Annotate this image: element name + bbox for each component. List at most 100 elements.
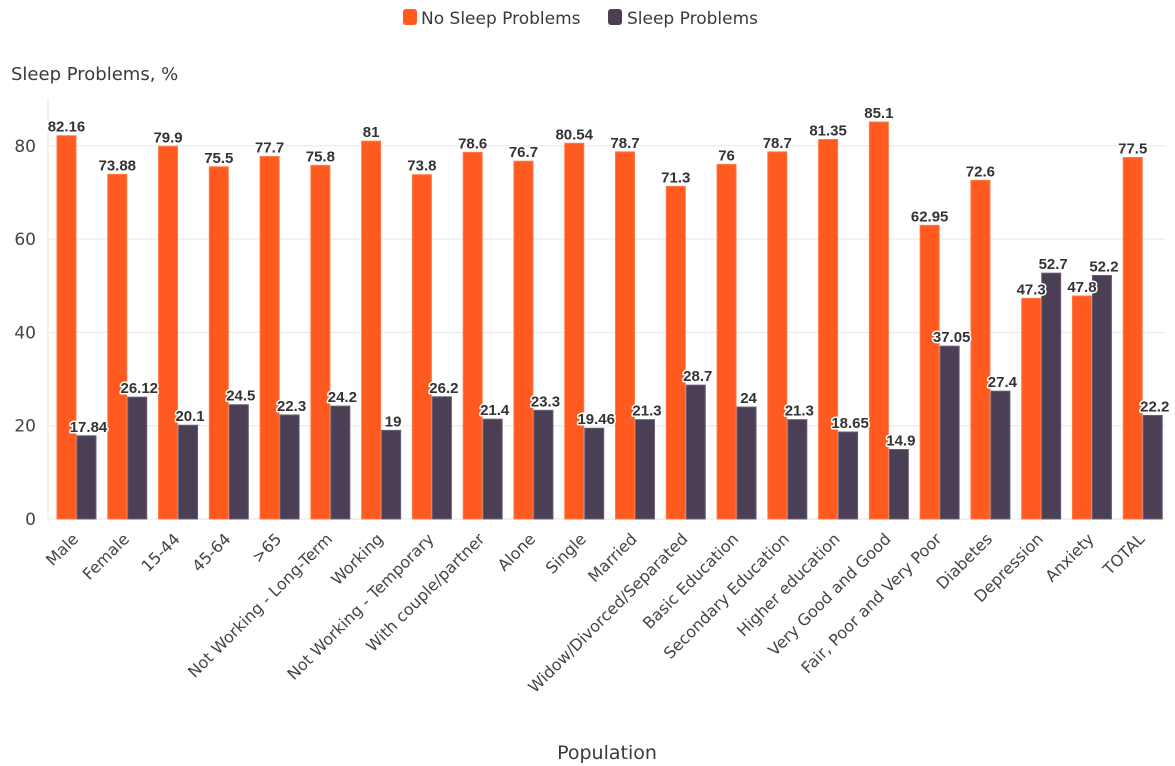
x-tick-label-65: >65 — [248, 529, 285, 566]
data-label-no-sleep-problems-married: 78.7 — [610, 135, 639, 152]
data-label-sleep-problems-secondary-education: 21.3 — [785, 403, 814, 420]
bar-no-sleep-problems-married — [615, 151, 635, 520]
data-label-no-sleep-problems-diabetes: 72.6 — [966, 163, 995, 180]
bar-no-sleep-problems-65 — [259, 156, 280, 520]
legend-label-sleep-problems: Sleep Problems — [627, 9, 758, 29]
x-tick-label-total: TOTAL — [1098, 529, 1148, 579]
data-label-sleep-problems-not-working-long-term: 24.2 — [328, 389, 357, 406]
bar-no-sleep-problems-widow-divorced-separated — [665, 185, 686, 520]
x-axis-title: Population — [557, 742, 657, 764]
bar-sleep-problems-not-working-long-term — [330, 405, 351, 520]
data-label-sleep-problems-with-couple-partner: 21.4 — [480, 402, 510, 419]
data-label-no-sleep-problems-widow-divorced-separated: 71.3 — [661, 169, 690, 186]
data-label-no-sleep-problems-alone: 76.7 — [509, 144, 538, 161]
bar-sleep-problems-not-working-temporary — [431, 396, 452, 520]
chart-legend: No Sleep Problems Sleep Problems — [403, 9, 758, 29]
data-label-no-sleep-problems-working: 81 — [363, 124, 380, 141]
y-tick-label-0: 0 — [25, 510, 36, 530]
bar-no-sleep-problems-not-working-long-term — [310, 164, 331, 520]
bar-sleep-problems-very-good-and-good — [888, 448, 909, 520]
data-label-sleep-problems-not-working-temporary: 26.2 — [429, 380, 458, 397]
x-tick-label-45-64: 45-64 — [188, 529, 234, 575]
data-label-no-sleep-problems-not-working-temporary: 73.8 — [407, 158, 436, 175]
data-label-sleep-problems-working: 19 — [385, 413, 402, 430]
legend-swatch-sleep-problems — [608, 9, 622, 25]
data-labels: 82.16 17.84 73.88 26.12 79.9 20.1 75.5 24.5 77.7… — [46, 104, 1171, 451]
bar-no-sleep-problems-working — [361, 140, 382, 520]
bar-sleep-problems-fair-poor-and-very-poor — [939, 345, 960, 520]
bar-sleep-problems-basic-education — [736, 406, 757, 520]
x-tick-label-male: Male — [42, 529, 82, 569]
data-label-sleep-problems-depression: 52.7 — [1039, 256, 1068, 273]
bar-sleep-problems-45-64 — [228, 404, 249, 520]
bar-no-sleep-problems-15-44 — [158, 145, 179, 520]
data-label-no-sleep-problems-female: 73.88 — [98, 157, 136, 174]
bar-sleep-problems-working — [381, 429, 402, 520]
bar-no-sleep-problems-single — [564, 142, 585, 520]
data-label-no-sleep-problems-depression: 47.3 — [1017, 281, 1046, 298]
data-label-no-sleep-problems-basic-education: 76 — [718, 147, 735, 164]
data-label-no-sleep-problems-fair-poor-and-very-poor: 62.95 — [911, 208, 949, 225]
bar-no-sleep-problems-basic-education — [716, 163, 737, 520]
bars — [56, 121, 1163, 520]
data-label-no-sleep-problems-very-good-and-good: 85.1 — [864, 105, 893, 122]
bar-sleep-problems-65 — [279, 414, 300, 520]
data-label-no-sleep-problems-anxiety: 47.8 — [1067, 279, 1096, 296]
data-label-no-sleep-problems-15-44: 79.9 — [153, 129, 182, 146]
data-label-sleep-problems-basic-education: 24 — [740, 390, 757, 407]
legend-label-no-sleep-problems: No Sleep Problems — [421, 9, 581, 29]
data-label-no-sleep-problems-not-working-long-term: 75.8 — [306, 148, 335, 165]
bar-sleep-problems-male — [76, 435, 97, 520]
bar-sleep-problems-higher-education — [838, 431, 859, 520]
bar-no-sleep-problems-anxiety — [1071, 295, 1092, 520]
y-axis-ticks: 0 20 40 60 80 — [14, 137, 36, 530]
bar-sleep-problems-with-couple-partner — [482, 418, 503, 520]
data-label-sleep-problems-total: 22.2 — [1140, 398, 1169, 415]
data-label-sleep-problems-fair-poor-and-very-poor: 37.05 — [933, 329, 971, 346]
bar-sleep-problems-diabetes — [990, 390, 1011, 520]
x-tick-label-alone: Alone — [494, 529, 539, 574]
bar-sleep-problems-secondary-education — [787, 419, 808, 520]
legend-swatch-no-sleep-problems — [403, 9, 417, 25]
data-label-sleep-problems-widow-divorced-separated: 28.7 — [683, 368, 712, 385]
y-tick-label-40: 40 — [14, 323, 36, 343]
x-tick-label-anxiety: Anxiety — [1041, 529, 1097, 585]
y-tick-label-20: 20 — [14, 417, 36, 437]
bar-no-sleep-problems-not-working-temporary — [411, 174, 432, 520]
data-label-sleep-problems-married: 21.3 — [632, 403, 661, 420]
data-label-no-sleep-problems-higher-education: 81.35 — [809, 123, 847, 140]
data-label-no-sleep-problems-45-64: 75.5 — [204, 150, 233, 167]
data-label-no-sleep-problems-total: 77.5 — [1118, 140, 1147, 157]
data-label-sleep-problems-alone: 23.3 — [531, 393, 560, 410]
bar-no-sleep-problems-diabetes — [970, 179, 991, 520]
bar-no-sleep-problems-higher-education — [818, 139, 839, 520]
bar-no-sleep-problems-with-couple-partner — [462, 151, 483, 520]
x-tick-label-female: Female — [79, 529, 133, 583]
bar-no-sleep-problems-total — [1122, 156, 1143, 520]
data-label-sleep-problems-15-44: 20.1 — [175, 408, 204, 425]
data-label-sleep-problems-female: 26.12 — [120, 380, 158, 397]
data-label-sleep-problems-diabetes: 27.4 — [988, 374, 1018, 391]
data-label-sleep-problems-single: 19.46 — [577, 411, 615, 428]
bar-sleep-problems-total — [1142, 414, 1163, 520]
bar-no-sleep-problems-depression — [1021, 297, 1042, 520]
bar-sleep-problems-female — [127, 396, 148, 520]
bar-no-sleep-problems-alone — [513, 160, 534, 520]
data-label-sleep-problems-male: 17.84 — [70, 419, 108, 436]
bar-sleep-problems-depression — [1041, 272, 1062, 520]
y-axis-title: Sleep Problems, % — [11, 64, 178, 85]
bar-sleep-problems-15-44 — [178, 424, 199, 520]
data-label-sleep-problems-anxiety: 52.2 — [1089, 258, 1118, 275]
bar-sleep-problems-alone — [533, 409, 554, 520]
bar-no-sleep-problems-fair-poor-and-very-poor — [919, 224, 940, 520]
x-tick-label-single: Single — [542, 529, 590, 577]
bar-no-sleep-problems-male — [56, 135, 77, 520]
bar-no-sleep-problems-45-64 — [208, 166, 229, 520]
y-tick-label-80: 80 — [14, 137, 36, 157]
bar-sleep-problems-widow-divorced-separated — [685, 384, 706, 520]
bar-sleep-problems-single — [584, 427, 605, 520]
bar-sleep-problems-married — [635, 419, 655, 520]
bar-no-sleep-problems-secondary-education — [767, 151, 788, 520]
data-label-sleep-problems-65: 22.3 — [277, 398, 306, 415]
